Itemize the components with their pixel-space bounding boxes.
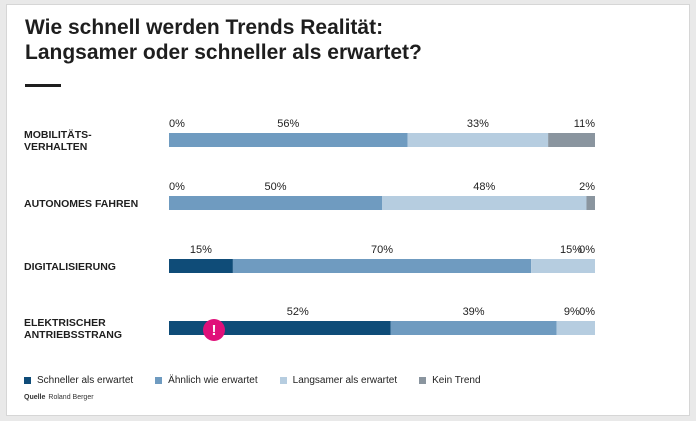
bar-segment-aehnlich (169, 133, 408, 147)
value-label: 0% (169, 181, 185, 193)
value-label: 52% (287, 306, 309, 318)
value-label: 2% (579, 181, 595, 193)
bar-segment-aehnlich (390, 321, 557, 335)
legend-swatch (279, 377, 287, 384)
chart-card: Wie schnell werden Trends Realität: Lang… (6, 4, 690, 416)
legend-item: Ähnlich wie erwartet (155, 375, 258, 386)
category-label: MOBILITÄTS- (24, 128, 92, 141)
legend-swatch (419, 377, 427, 384)
value-label: 0% (579, 306, 595, 318)
value-label: 50% (264, 181, 286, 193)
legend-label: Kein Trend (432, 375, 481, 386)
legend-label: Ähnlich wie erwartet (168, 375, 258, 386)
bar-segment-schneller (169, 321, 391, 335)
value-label: 48% (473, 181, 495, 193)
title-line-1: Wie schnell werden Trends Realität: (25, 16, 384, 39)
value-label: 11% (574, 118, 595, 130)
bar-segment-langsamer (531, 259, 595, 273)
stacked-bar-chart: MOBILITÄTS-VERHALTEN 0% 56% 33% 11% AUTONOMES… (24, 118, 595, 341)
value-label: 56% (277, 118, 299, 130)
title-line-2: Langsamer oder schneller als erwartet? (25, 41, 422, 64)
chart-title: Wie schnell werden Trends Realität: Lang… (25, 15, 422, 65)
bar-segment-langsamer (407, 133, 549, 147)
source-text: Roland Berger (48, 394, 94, 401)
value-label: 15% (190, 244, 212, 256)
bar-segment-aehnlich (169, 196, 382, 210)
legend-swatch (155, 377, 163, 384)
legend-item: Langsamer als erwartet (279, 375, 398, 386)
value-label: 39% (463, 306, 485, 318)
category-label: AUTONOMES FAHREN (24, 198, 138, 210)
value-label: 0% (169, 118, 185, 130)
value-label: 0% (579, 244, 595, 256)
value-label: 15% (560, 244, 582, 256)
legend-swatch (24, 377, 31, 384)
alert-icon (203, 319, 225, 341)
legend: Schneller als erwartet Ähnlich wie erwart… (24, 375, 503, 386)
category-label: DIGITALISIERUNG (24, 261, 116, 273)
legend-label: Schneller als erwartet (37, 375, 134, 386)
source-label: Quelle (24, 394, 46, 401)
legend-item: Schneller als erwartet (24, 375, 133, 386)
source-note: Quelle Roland Berger (24, 394, 94, 401)
legend-item: Kein Trend (419, 375, 481, 386)
legend-label: Langsamer als erwartet (292, 375, 398, 386)
bar-segment-langsamer (556, 321, 595, 335)
alert-icon-symbol: ! (212, 322, 217, 339)
bar-segment-kein_trend (548, 133, 595, 147)
bar-segment-kein_trend (586, 196, 595, 210)
value-label: 33% (467, 118, 489, 130)
value-label: 9% (564, 306, 580, 318)
bar-segment-aehnlich (232, 259, 532, 273)
bar-segment-langsamer (382, 196, 587, 210)
category-label: ELEKTRISCHER (24, 317, 106, 329)
value-label: 70% (371, 244, 393, 256)
category-label: ANTRIEBSSTRANG (24, 329, 122, 341)
bar-segment-schneller (169, 259, 233, 273)
category-label: VERHALTEN (24, 141, 87, 153)
title-underline (25, 84, 61, 87)
